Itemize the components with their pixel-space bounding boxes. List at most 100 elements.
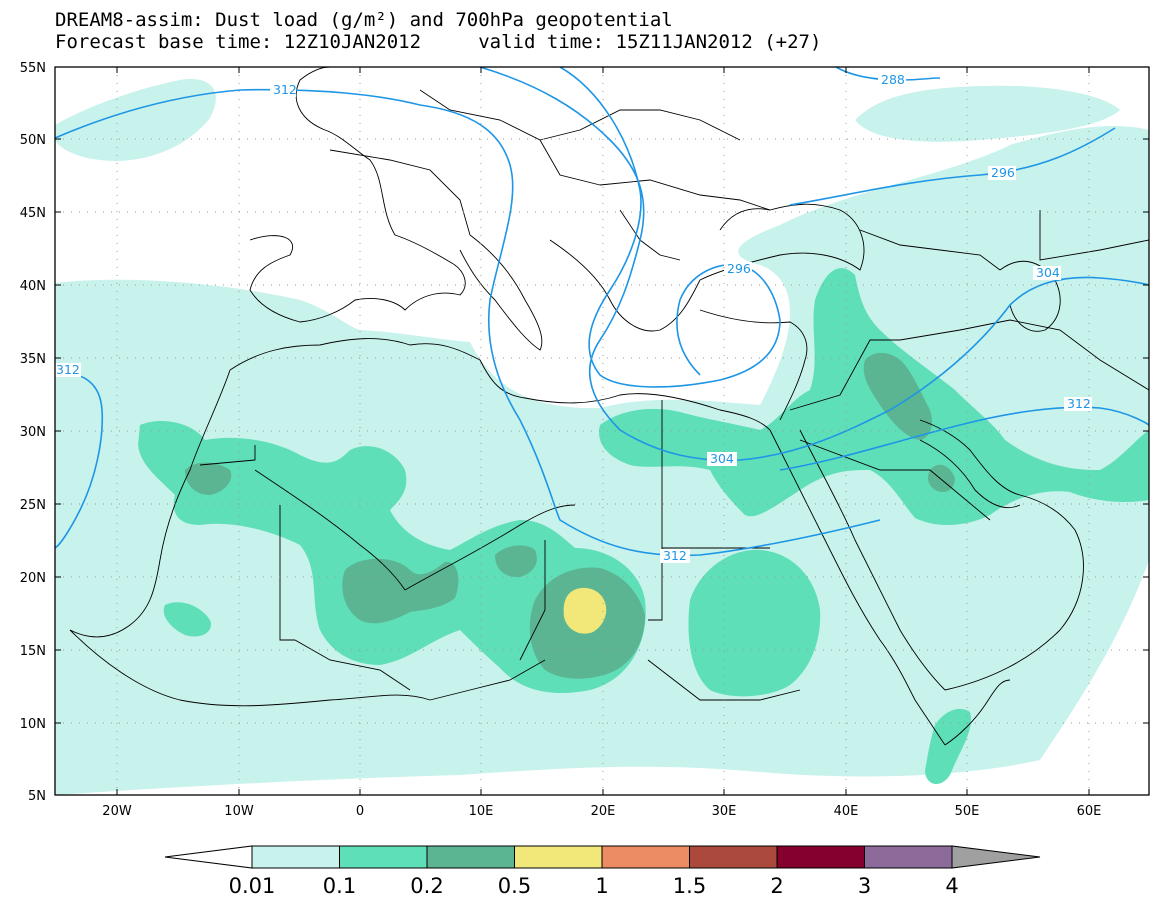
border-caucasus — [859, 229, 1001, 271]
lat-label: 40N — [20, 279, 46, 294]
legend-over-arrow — [951, 845, 1041, 869]
border-nigeria — [429, 659, 546, 701]
land-outlines — [69, 67, 1149, 746]
contour-296-loop — [559, 67, 781, 388]
dust-region-northeast — [855, 85, 1120, 142]
longitude-labels: 20W 10W 0 10E 20E 30E 40E 50E 60E — [102, 804, 1101, 819]
contour-label: 304 — [710, 451, 734, 466]
lat-label: 10N — [20, 717, 46, 732]
dust-region-horn — [925, 708, 971, 785]
map-subtitle: Forecast base time: 12Z10JAN2012 valid t… — [55, 31, 822, 53]
border-sahara-1 — [279, 505, 295, 641]
legend-color-box — [426, 845, 515, 869]
latitude-labels: 55N 50N 45N 40N 35N 30N 25N 20N 15N 10N … — [20, 61, 46, 804]
dust-region-sahara-west — [138, 420, 646, 694]
map-title: DREAM8-assim: Dust load (g/m²) and 700hP… — [55, 9, 673, 31]
coast-persian-gulf — [919, 439, 1021, 509]
dust-region-sudan — [688, 549, 821, 697]
legend-under-arrow — [164, 845, 253, 869]
legend-label: 0.5 — [498, 874, 531, 898]
coast-red-sea-east — [799, 429, 946, 691]
legend-color-box — [601, 845, 690, 869]
legend-label: 0.2 — [410, 874, 443, 898]
border-egypt-libya — [648, 400, 663, 621]
lat-label: 55N — [20, 61, 46, 76]
dust-region-northwest — [55, 79, 216, 161]
legend-label: 0.01 — [229, 874, 276, 898]
coast-arabia — [919, 419, 1084, 691]
dust-level-2 — [138, 268, 1149, 785]
contour-label: 288 — [881, 72, 905, 87]
coast-horn-africa — [944, 679, 1011, 746]
contour-312-west — [55, 371, 104, 549]
coast-europe-west — [249, 67, 466, 323]
lon-label: 50E — [955, 804, 980, 819]
legend-label: 4 — [945, 874, 958, 898]
lat-label: 50N — [20, 133, 46, 148]
lon-label: 60E — [1077, 804, 1102, 819]
border-sahara-4 — [404, 504, 576, 591]
border-europe-4 — [539, 109, 741, 141]
dust-region-mauritania — [163, 602, 211, 637]
legend-label: 1.5 — [673, 874, 706, 898]
border-europe-2 — [419, 89, 601, 186]
map-body: 312 288 296 304 296 304 312 312 312 — [55, 67, 1149, 795]
legend-label: 0.1 — [323, 874, 356, 898]
border-europe-1 — [329, 149, 471, 236]
contour-labels: 312 288 296 304 296 304 312 312 312 — [55, 72, 1092, 563]
lon-label: 30E — [712, 804, 737, 819]
lat-label: 35N — [20, 352, 46, 367]
coast-west-africa — [69, 369, 231, 638]
lon-label: 10W — [224, 804, 254, 819]
coast-red-sea-west — [769, 429, 946, 746]
border-central-asia — [1039, 210, 1149, 261]
lat-label: 5N — [28, 789, 46, 804]
border-europe-3 — [599, 179, 771, 211]
contour-label: 312 — [1067, 396, 1091, 411]
contour-label: 312 — [56, 362, 80, 377]
border-sahara-2 — [199, 445, 256, 466]
legend-color-box — [339, 845, 428, 869]
dust-region-libya — [495, 545, 537, 578]
lon-label: 20W — [102, 804, 132, 819]
coast-guinea — [69, 629, 431, 707]
legend-color-box — [864, 845, 953, 869]
border-sudan-south — [647, 659, 801, 701]
border-iraq — [789, 339, 900, 411]
dust-region-algeria — [342, 558, 459, 624]
legend-label: 2 — [770, 874, 783, 898]
contour-296-east — [789, 127, 1116, 206]
contour-label: 312 — [663, 548, 687, 563]
dust-region-morocco — [185, 462, 232, 495]
legend-color-box — [514, 845, 603, 869]
lon-label: 40E — [834, 804, 859, 819]
tick-marks — [55, 66, 1149, 795]
legend-color-box — [251, 845, 340, 869]
lat-label: 25N — [20, 498, 46, 513]
dust-region-iraq — [863, 352, 932, 440]
border-mali — [294, 639, 411, 691]
dust-level-4 — [563, 587, 607, 634]
coast-italy — [459, 234, 543, 351]
border-saudi — [799, 439, 991, 521]
border-chad-niger — [519, 540, 546, 661]
lat-label: 30N — [20, 425, 46, 440]
border-iran — [899, 319, 1149, 391]
lat-label: 20N — [20, 571, 46, 586]
border-sahara-3 — [254, 469, 406, 591]
lon-label: 0 — [356, 804, 364, 819]
color-legend: 0.01 0.1 0.2 0.5 1 1.5 2 3 4 — [164, 845, 1041, 898]
legend-label: 1 — [595, 874, 608, 898]
coast-north-africa — [229, 338, 771, 431]
coast-balkans-greece — [549, 239, 701, 332]
contour-label: 296 — [991, 165, 1015, 180]
lon-label: 20E — [591, 804, 616, 819]
legend-color-box — [689, 845, 778, 869]
lat-label: 15N — [20, 644, 46, 659]
lon-label: 10E — [469, 804, 494, 819]
contour-312-east — [779, 406, 1149, 471]
legend-color-box — [776, 845, 865, 869]
contour-label: 312 — [273, 82, 297, 97]
contour-label: 296 — [727, 261, 751, 276]
